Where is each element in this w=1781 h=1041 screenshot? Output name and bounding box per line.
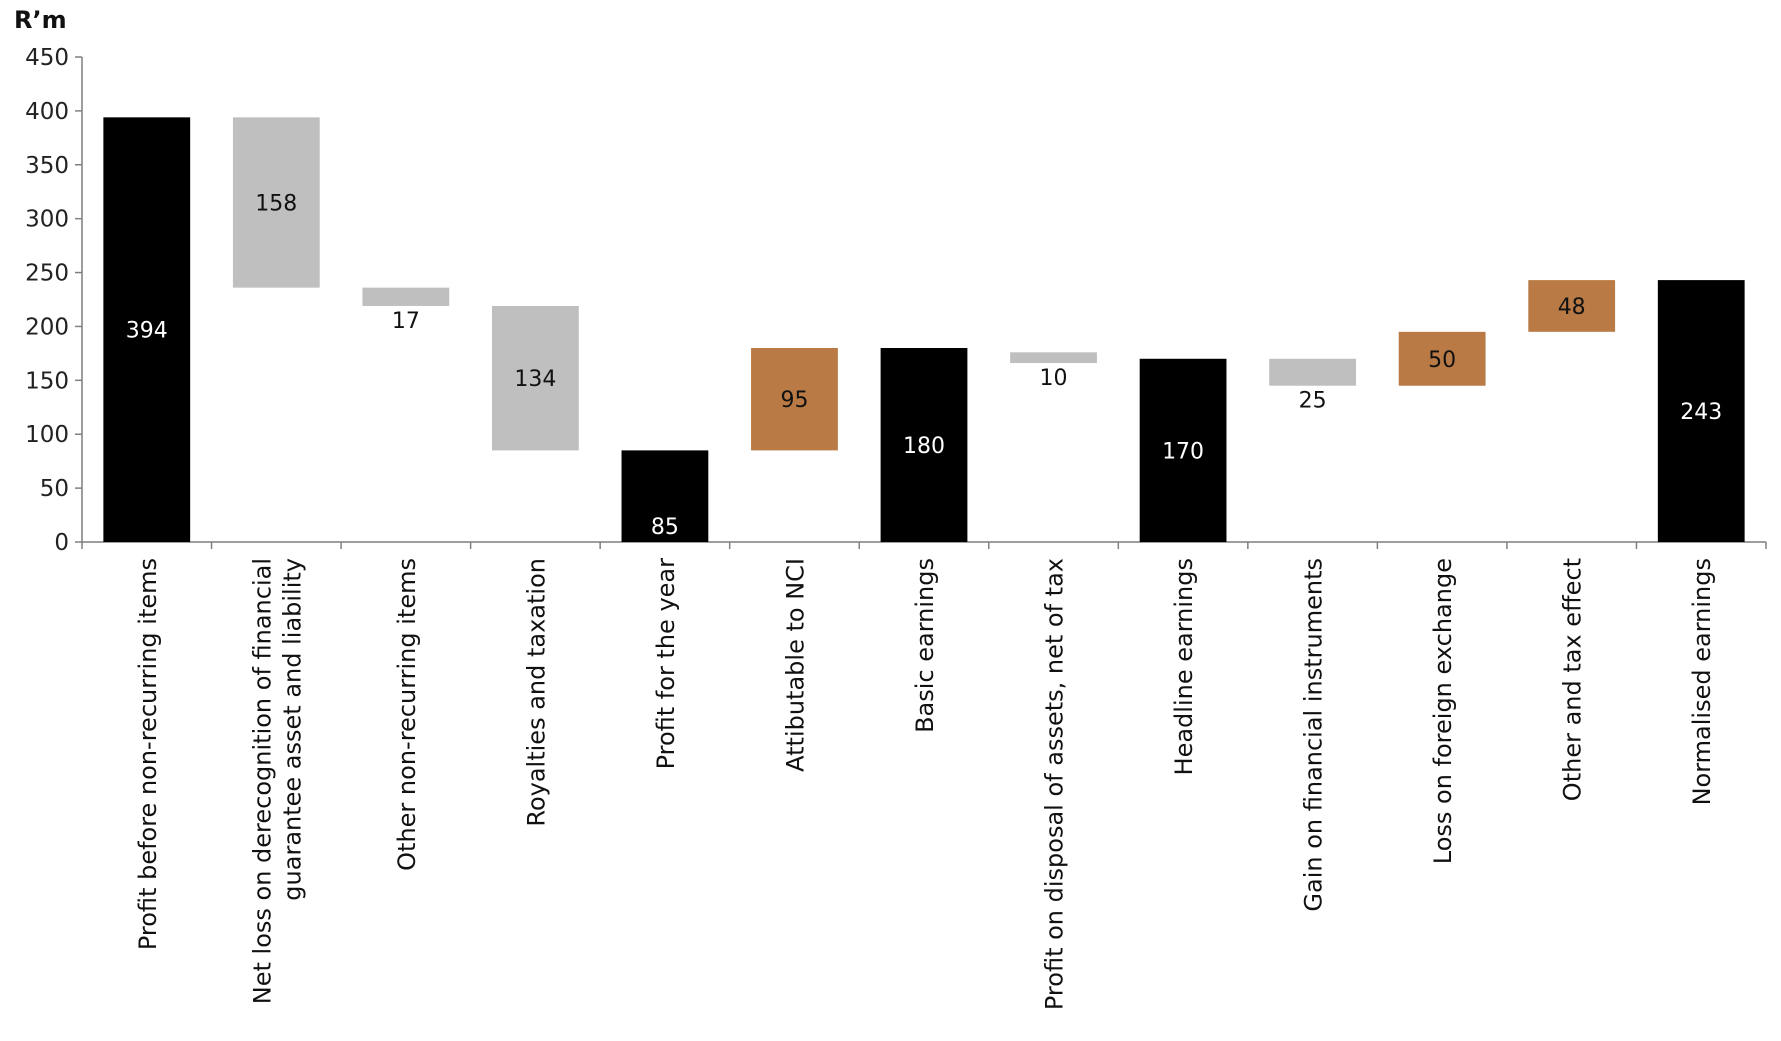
bar-increase bbox=[1528, 280, 1616, 332]
x-axis bbox=[81, 541, 1767, 549]
data-label: 50 bbox=[1428, 348, 1456, 373]
data-label: 17 bbox=[392, 309, 420, 334]
y-axis-title: R’m bbox=[14, 6, 67, 34]
bar-total bbox=[1657, 280, 1745, 542]
y-tick-label: 350 bbox=[25, 153, 69, 179]
data-labels: 394 158 17 134 85 95 180 10 170 25 50 48 243 bbox=[126, 192, 1722, 541]
category-label: Normalised earnings bbox=[1688, 558, 1716, 805]
data-label: 48 bbox=[1558, 295, 1586, 320]
bar-decrease bbox=[491, 305, 579, 451]
category-labels: Profit before non-recurring items Net los… bbox=[134, 558, 1716, 1010]
category-label: Other non-recurring items bbox=[393, 558, 421, 871]
category-label: Profit before non-recurring items bbox=[134, 558, 162, 950]
data-label: 95 bbox=[780, 388, 808, 413]
bar-decrease bbox=[362, 287, 450, 306]
category-label: guarantee asset and liability bbox=[278, 558, 306, 901]
category-label: Basic earnings bbox=[911, 558, 939, 733]
data-label: 170 bbox=[1162, 439, 1204, 464]
category-label: Attibutable to NCI bbox=[781, 558, 809, 772]
data-label: 25 bbox=[1299, 389, 1327, 414]
data-label: 158 bbox=[255, 192, 297, 217]
data-label: 394 bbox=[126, 319, 168, 344]
y-tick-label: 250 bbox=[25, 261, 69, 287]
bar-decrease bbox=[1010, 352, 1097, 364]
y-tick-label: 300 bbox=[25, 207, 69, 233]
data-label: 243 bbox=[1680, 400, 1722, 425]
y-tick-label: 200 bbox=[25, 314, 69, 340]
bar-increase bbox=[1398, 331, 1486, 386]
data-label: 85 bbox=[651, 515, 679, 540]
category-label: Profit for the year bbox=[652, 558, 680, 770]
bar-total bbox=[103, 117, 191, 542]
category-label: Other and tax effect bbox=[1559, 558, 1587, 801]
data-label: 10 bbox=[1040, 366, 1068, 391]
y-tick-label: 150 bbox=[25, 368, 69, 394]
category-label: Loss on foreign exchange bbox=[1429, 558, 1457, 864]
bars bbox=[103, 117, 1745, 542]
data-label: 134 bbox=[514, 367, 556, 392]
bar-decrease bbox=[1269, 358, 1357, 386]
y-tick-label: 400 bbox=[25, 99, 69, 125]
bar-decrease bbox=[232, 117, 320, 288]
data-label: 180 bbox=[903, 434, 945, 459]
category-label: Profit on disposal of assets, net of tax bbox=[1041, 558, 1069, 1010]
bar-total bbox=[1139, 358, 1227, 542]
category-label: Net loss on derecognition of financial bbox=[248, 558, 276, 1004]
bar-increase bbox=[751, 348, 838, 451]
bar-total bbox=[621, 450, 709, 542]
category-label: Gain on financial instruments bbox=[1300, 558, 1328, 912]
category-label: Royalties and taxation bbox=[522, 558, 550, 827]
y-tick-label: 450 bbox=[25, 45, 69, 71]
y-tick-label: 50 bbox=[40, 476, 69, 502]
y-axis: 0 50 100 150 200 250 300 350 400 450 bbox=[25, 45, 83, 556]
y-tick-label: 0 bbox=[54, 530, 69, 556]
bar-total bbox=[880, 348, 968, 542]
y-tick-label: 100 bbox=[25, 422, 69, 448]
category-label: Headline earnings bbox=[1170, 558, 1198, 775]
